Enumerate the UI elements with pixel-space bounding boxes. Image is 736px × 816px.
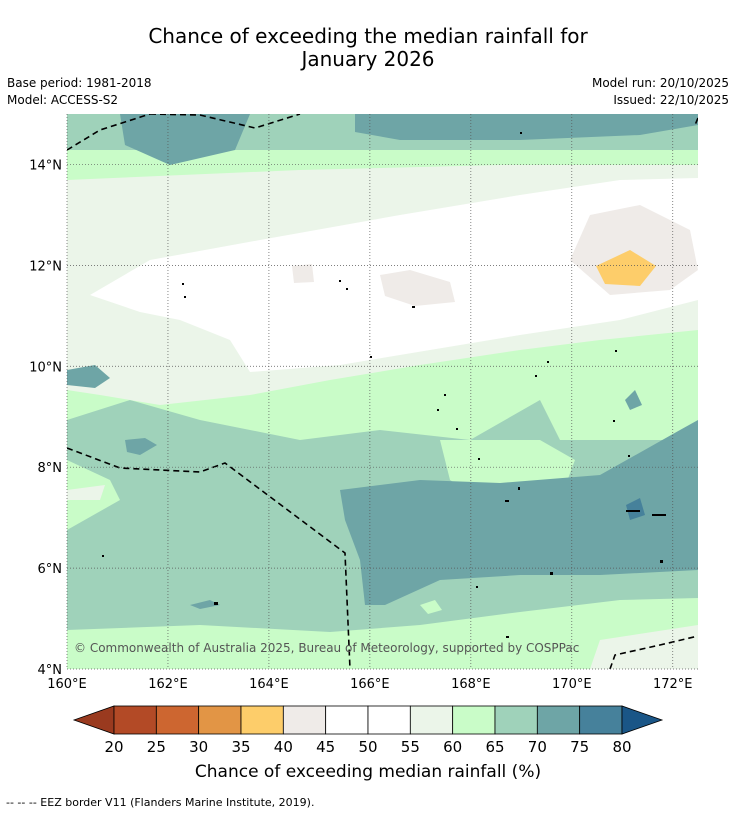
colorbar-tick-label: 35	[231, 738, 250, 756]
colorbar-extend-high	[621, 705, 664, 735]
colorbar-segment	[536, 705, 581, 735]
band-70-75-west	[67, 365, 110, 388]
band-40-45-small	[292, 264, 314, 283]
y-tick-label: 12°N	[29, 259, 62, 274]
chart-title-line1: Chance of exceeding the median rainfall …	[148, 24, 588, 48]
colorbar-extend-low	[72, 705, 115, 735]
gridlines	[66, 114, 698, 670]
x-tick-labels: 160°E 162°E 164°E 166°E 168°E 170°E 172°E	[47, 677, 692, 692]
colorbar-segment	[325, 705, 369, 735]
colorbar	[72, 705, 664, 735]
colorbar-segment	[240, 705, 284, 735]
chart-title-line2: January 2026	[301, 47, 435, 71]
base-period: Base period: 1981-2018	[7, 76, 152, 90]
eez-footnote: -- -- -- EEZ border V11 (Flanders Marine…	[6, 796, 315, 809]
y-tick-label: 14°N	[29, 158, 62, 173]
band-55-60-se	[590, 625, 698, 669]
colorbar-tick-label: 50	[358, 738, 377, 756]
islands	[102, 132, 666, 638]
band-75-80	[626, 498, 645, 520]
colorbar-tick-label: 70	[528, 738, 547, 756]
colorbar-tick-label: 45	[316, 738, 335, 756]
band-70-75-central	[340, 420, 698, 605]
colorbar-segment	[367, 705, 411, 735]
copyright-text: © Commonwealth of Australia 2025, Bureau…	[74, 641, 579, 655]
colorbar-segment	[113, 705, 157, 735]
colorbar-tick-label: 40	[274, 738, 293, 756]
colorbar-segment	[282, 705, 327, 735]
colorbar-tick-label: 55	[401, 738, 420, 756]
colorbar-label: Chance of exceeding median rainfall (%)	[194, 762, 542, 782]
colorbar-tick-labels: 20 25 30 35 40 45 50 55 60 65 70 75 80	[104, 738, 631, 756]
colorbar-segment	[198, 705, 242, 735]
y-tick-labels: 4°N 6°N 8°N 10°N 12°N 14°N	[29, 158, 62, 678]
colorbar-tick-label: 60	[443, 738, 462, 756]
y-tick-label: 6°N	[38, 562, 63, 577]
x-tick-label: 162°E	[148, 677, 188, 692]
band-55-60-west	[67, 485, 105, 500]
colorbar-tick-label: 30	[189, 738, 208, 756]
issued-date: Issued: 22/10/2025	[613, 93, 729, 107]
band-60-65-south	[67, 598, 698, 669]
colorbar-tick-label: 75	[570, 738, 589, 756]
colorbar-segment	[452, 705, 496, 735]
band-35-40	[596, 250, 656, 286]
band-70-75-nw	[120, 114, 250, 165]
colorbar-segment	[155, 705, 200, 735]
x-tick-label: 172°E	[653, 677, 693, 692]
y-tick-label: 8°N	[38, 461, 63, 476]
band-70-75-ne	[355, 114, 698, 140]
colorbar-segment	[409, 705, 454, 735]
x-tick-label: 168°E	[451, 677, 491, 692]
colorbar-segment	[579, 705, 623, 735]
colorbar-tick-label: 65	[485, 738, 504, 756]
x-tick-label: 170°E	[552, 677, 592, 692]
x-tick-label: 164°E	[249, 677, 289, 692]
contour-field	[67, 114, 698, 669]
colorbar-segment	[494, 705, 538, 735]
x-tick-label: 160°E	[47, 677, 87, 692]
y-tick-label: 4°N	[38, 663, 63, 678]
band-70-75-small3	[190, 600, 220, 609]
x-tick-label: 166°E	[350, 677, 390, 692]
colorbar-tick-label: 25	[147, 738, 166, 756]
band-70-75-small2	[125, 438, 157, 455]
model-run: Model run: 20/10/2025	[591, 76, 729, 90]
eez-borders	[67, 114, 698, 669]
band-40-45-central	[380, 270, 455, 306]
band-60-65-small	[420, 600, 442, 614]
model-name: Model: ACCESS-S2	[7, 93, 119, 107]
colorbar-tick-label: 80	[612, 738, 631, 756]
band-70-75-small1	[625, 390, 642, 410]
y-tick-label: 10°N	[29, 360, 62, 375]
colorbar-tick-label: 20	[104, 738, 123, 756]
